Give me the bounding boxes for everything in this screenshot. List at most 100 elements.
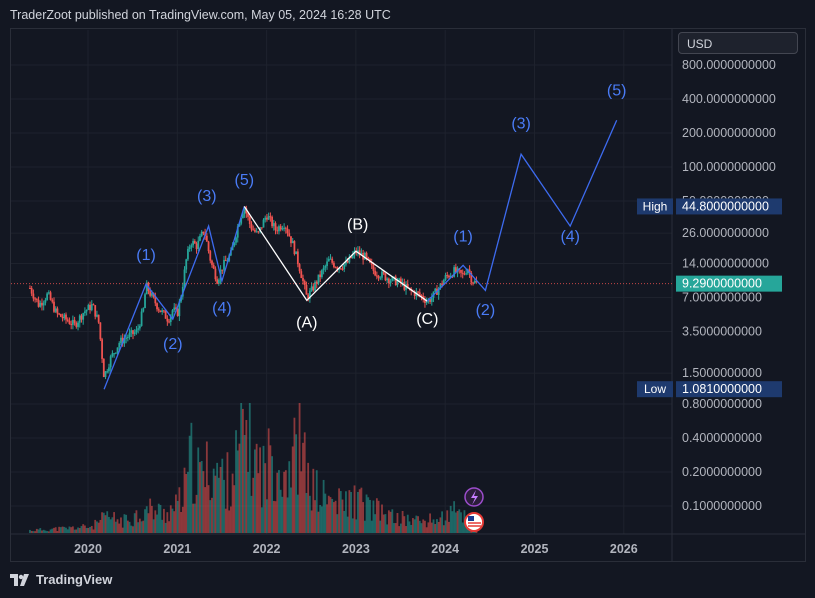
volume-bar: [183, 467, 186, 533]
volume-bar: [350, 491, 352, 533]
candle-body: [207, 241, 210, 252]
volume-bar: [147, 513, 150, 533]
volume-bar: [442, 525, 445, 533]
volume-bar: [111, 517, 114, 533]
volume-bar: [290, 487, 292, 533]
volume-bar: [59, 527, 62, 533]
candle-body: [85, 309, 88, 312]
candle-body: [310, 286, 313, 291]
volume-bar: [135, 510, 138, 533]
candle-body: [221, 269, 224, 271]
corrective-wave-line: [243, 206, 428, 302]
candle-body: [145, 282, 148, 295]
candle-body: [260, 227, 263, 229]
currency-selector[interactable]: USD: [678, 32, 798, 54]
volume-bar: [375, 498, 378, 533]
volume-bar: [329, 497, 332, 533]
candle-body: [377, 275, 380, 278]
candle-body: [266, 217, 268, 220]
candle-body: [394, 276, 397, 286]
volume-bar: [298, 403, 301, 533]
candle-body: [41, 302, 43, 306]
candle-body: [44, 299, 47, 303]
time-tick-label: 2025: [521, 542, 549, 556]
volume-bar: [195, 494, 198, 533]
volume-bar: [39, 528, 42, 533]
candle-body: [286, 228, 289, 234]
price-tick-label: 26.0000000000: [682, 226, 769, 240]
volume-bar: [281, 496, 284, 533]
us-flag-event-icon[interactable]: [464, 512, 484, 532]
candle-body: [128, 332, 131, 337]
price-tick-label: 400.0000000000: [682, 92, 776, 106]
candle-body: [171, 310, 174, 316]
price-tick-label: 0.8000000000: [682, 397, 762, 411]
volume-bar: [369, 499, 371, 533]
footer-brand[interactable]: TradingView: [10, 572, 112, 587]
volume-bar: [156, 514, 158, 533]
wave-paths: [103, 119, 618, 390]
candle-body: [391, 277, 394, 281]
candle-body: [121, 337, 124, 344]
candle-body: [247, 213, 249, 217]
volume-bar: [150, 505, 153, 533]
candle-body: [97, 314, 100, 323]
volume-bar: [149, 498, 152, 533]
candle-body: [168, 321, 170, 323]
candle-body: [212, 264, 215, 269]
candle-body: [82, 313, 85, 320]
volume-bar: [363, 520, 366, 533]
candle-body: [341, 268, 344, 270]
volume-bar: [171, 508, 174, 533]
candle-body: [387, 278, 390, 284]
volume-bar: [458, 509, 461, 533]
candle-body: [291, 241, 294, 244]
candle-body: [202, 231, 205, 234]
candle-body: [173, 307, 176, 311]
volume-bar: [94, 519, 97, 533]
candle-body: [365, 252, 368, 258]
price-badge-box: [676, 381, 782, 398]
candle-body: [468, 269, 471, 273]
candle-body: [460, 270, 462, 273]
candle-body: [463, 273, 466, 275]
volume-bar: [152, 519, 155, 533]
volume-bar: [169, 505, 172, 533]
volume-bar: [308, 495, 311, 533]
volume-bar: [223, 479, 225, 533]
candle-body: [381, 271, 383, 278]
volume-bar: [84, 525, 86, 533]
chart-area[interactable]: [10, 28, 806, 562]
candle-body: [126, 336, 129, 338]
candle-body: [156, 303, 158, 310]
price-badge-value: 1.0810000000: [682, 382, 762, 396]
volume-bar: [159, 504, 162, 533]
volume-bar: [185, 473, 188, 533]
candle-body: [92, 304, 95, 306]
volume-bar: [66, 529, 69, 533]
volume-bar: [367, 497, 370, 533]
volume-bar: [77, 527, 79, 533]
volume-bar: [391, 509, 394, 533]
candle-body: [302, 278, 304, 281]
candle-body: [99, 322, 102, 340]
volume-bar: [229, 506, 232, 533]
volume-bar: [116, 519, 119, 533]
volume-bar: [56, 531, 59, 533]
candle-body: [276, 230, 279, 232]
volume-bar: [260, 507, 263, 533]
candle-body: [267, 216, 270, 220]
volume-bar: [89, 526, 91, 533]
time-tick-label: 2020: [74, 542, 102, 556]
volume-bar: [30, 530, 33, 533]
volume-bar: [379, 520, 382, 533]
volume-bar: [430, 522, 433, 533]
wave-label: (1): [453, 228, 473, 245]
price-tick-label: 1.5000000000: [682, 366, 762, 380]
candle-body: [59, 314, 62, 317]
volume-bar: [238, 443, 241, 533]
candle-body: [293, 241, 296, 255]
candle-body: [224, 259, 227, 261]
price-badge-box: [676, 275, 782, 292]
